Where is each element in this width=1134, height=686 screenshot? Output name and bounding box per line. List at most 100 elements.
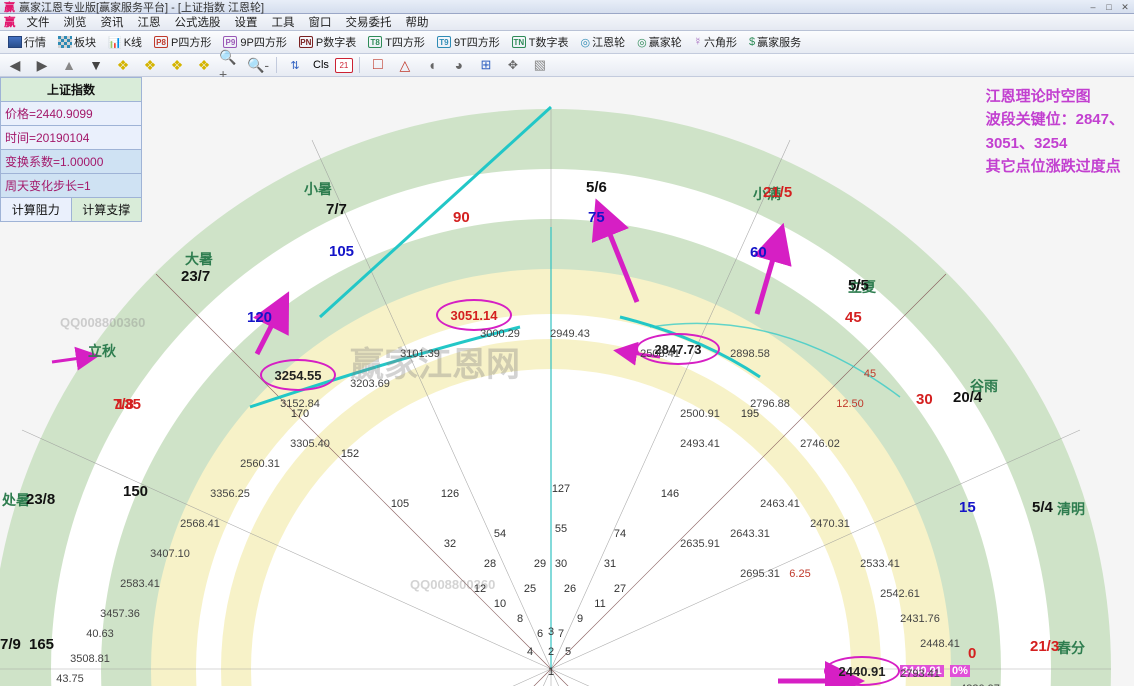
svg-text:2533.41: 2533.41: [860, 558, 900, 570]
toolbar-quotes-button[interactable]: 行情: [3, 33, 51, 51]
diamond-up-button[interactable]: ❖: [165, 56, 189, 75]
toolbar-gann-wheel-button[interactable]: ◎ 江恩轮: [576, 33, 631, 51]
toolbar-winner-service-button[interactable]: $ 赢家服务: [744, 33, 806, 51]
menu-item-1[interactable]: 浏览: [57, 14, 94, 30]
menu-item-0[interactable]: 文件: [20, 14, 57, 30]
svg-text:10: 10: [494, 598, 506, 610]
svg-text:12: 12: [474, 583, 486, 595]
svg-text:12.50: 12.50: [836, 398, 864, 410]
menu-item-5[interactable]: 设置: [228, 14, 265, 30]
svg-text:2: 2: [548, 646, 554, 658]
gann-theory-annotation: 江恩理论时空图 波段关键位：2847、 3051、3254 其它点位涨跌过度点: [986, 85, 1124, 178]
circle-right-tool-button[interactable]: ◕: [447, 56, 471, 75]
diamond-right-button[interactable]: ❖: [138, 56, 162, 75]
cls-button[interactable]: Cls: [310, 59, 332, 71]
svg-text:74: 74: [614, 528, 626, 540]
menu-item-6[interactable]: 工具: [265, 14, 302, 30]
arrow-left-button[interactable]: ◀: [3, 56, 27, 75]
svg-text:2448.41: 2448.41: [920, 638, 960, 650]
menu-item-2[interactable]: 资讯: [94, 14, 131, 30]
minimize-button[interactable]: –: [1086, 2, 1100, 12]
zoom-in-button[interactable]: 🔍+: [219, 56, 243, 75]
svg-text:29: 29: [534, 558, 546, 570]
svg-text:3152.84: 3152.84: [280, 398, 320, 410]
toolbar-hexagon-button[interactable]: ☿ 六角形: [689, 33, 742, 51]
diamond-down-button[interactable]: ❖: [192, 56, 216, 75]
calendar-button[interactable]: 21: [335, 58, 353, 73]
hexagon-icon: ☿: [694, 36, 702, 48]
svg-text:2635.91: 2635.91: [680, 538, 720, 550]
menu-item-8[interactable]: 交易委托: [339, 14, 399, 30]
circle-left-tool-button[interactable]: ◖: [420, 56, 444, 75]
svg-text:26: 26: [564, 583, 576, 595]
chart-content-area: 上证指数 价格=2440.9099 时间=20190104 变换系数=1.000…: [0, 77, 1134, 686]
svg-text:3000.29: 3000.29: [480, 328, 520, 340]
toolbar-blocks-button[interactable]: 板块: [53, 33, 101, 51]
svg-text:28: 28: [484, 558, 496, 570]
svg-text:2542.61: 2542.61: [880, 588, 920, 600]
close-button[interactable]: ✕: [1118, 2, 1132, 13]
svg-text:54: 54: [494, 528, 506, 540]
menu-item-3[interactable]: 江恩: [131, 14, 168, 30]
menu-logo-icon: 赢: [4, 14, 16, 30]
wheel-grid-numbers: 1 2 3 4 5 6 7 8 9 10 11 12 25 26 27 28 2…: [0, 77, 1134, 686]
svg-text:126: 126: [441, 488, 459, 500]
triangle-tool-button[interactable]: △: [393, 56, 417, 75]
arrow-right-button[interactable]: ▶: [30, 56, 54, 75]
svg-text:5: 5: [565, 646, 571, 658]
sort-button[interactable]: ⇅: [283, 56, 307, 75]
svg-text:2431.76: 2431.76: [900, 613, 940, 625]
calc-support-button[interactable]: 计算支撑: [71, 198, 143, 222]
menu-item-9[interactable]: 帮助: [399, 14, 436, 30]
svg-text:3203.69: 3203.69: [350, 378, 390, 390]
svg-text:2560.31: 2560.31: [240, 458, 280, 470]
t8-badge-icon: T8: [368, 36, 382, 48]
svg-text:30: 30: [555, 558, 567, 570]
svg-text:32: 32: [444, 538, 456, 550]
diamond-left-button[interactable]: ❖: [111, 56, 135, 75]
svg-text:1: 1: [548, 666, 554, 678]
svg-text:40.63: 40.63: [86, 628, 114, 640]
svg-text:2568.41: 2568.41: [180, 518, 220, 530]
svg-text:2695.31: 2695.31: [740, 568, 780, 580]
svg-text:31: 31: [604, 558, 616, 570]
window-titlebar: 赢 赢家江恩专业版[赢家服务平台] - [上证指数 江恩轮] – □ ✕: [0, 0, 1134, 14]
coefficient-label: 变换系数=1.00000: [0, 150, 142, 174]
toolbar-t-square-button[interactable]: T8 T四方形: [363, 33, 430, 51]
maximize-button[interactable]: □: [1102, 2, 1116, 12]
toolbar-9t-square-button[interactable]: T9 9T四方形: [432, 33, 505, 51]
arrow-down-button[interactable]: ▼: [84, 56, 108, 75]
arrow-up-button[interactable]: ▲: [57, 56, 81, 75]
toolbar-kline-button[interactable]: 📊 K线: [103, 33, 147, 51]
svg-text:152: 152: [341, 448, 359, 460]
p8-badge-icon: P8: [154, 36, 168, 48]
calc-resistance-button[interactable]: 计算阻力: [0, 198, 71, 222]
toolbar-p-digit-button[interactable]: PN P数字表: [294, 33, 361, 51]
rectangle-tool-button[interactable]: □: [366, 56, 390, 75]
crosshair-tool-button[interactable]: ✥: [501, 56, 525, 75]
menu-item-7[interactable]: 窗口: [302, 14, 339, 30]
svg-text:8: 8: [517, 613, 523, 625]
toolbar-t-digit-button[interactable]: TN T数字表: [507, 33, 574, 51]
svg-text:11: 11: [594, 598, 605, 610]
index-info-panel: 上证指数 价格=2440.9099 时间=20190104 变换系数=1.000…: [0, 77, 142, 222]
select-tool-button[interactable]: ⊞: [474, 56, 498, 75]
toolbar-p-square-button[interactable]: P8 P四方形: [149, 33, 216, 51]
svg-text:2949.43: 2949.43: [550, 328, 590, 340]
window-title: 赢家江恩专业版[赢家服务平台] - [上证指数 江恩轮]: [19, 0, 264, 15]
tn-badge-icon: TN: [512, 36, 526, 48]
svg-text:7: 7: [558, 628, 564, 640]
svg-text:2500.91: 2500.91: [680, 408, 720, 420]
svg-text:45: 45: [864, 368, 876, 380]
svg-text:2796.88: 2796.88: [750, 398, 790, 410]
presentation-tool-button[interactable]: ▧: [528, 56, 552, 75]
svg-text:4: 4: [527, 646, 533, 658]
menu-bar: 赢 文件 浏览 资讯 江恩 公式选股 设置 工具 窗口 交易委托 帮助: [0, 14, 1134, 31]
toolbar-winner-wheel-button[interactable]: ◎ 赢家轮: [632, 33, 687, 51]
svg-text:3508.81: 3508.81: [70, 653, 110, 665]
zoom-out-button[interactable]: 🔍-: [246, 56, 270, 75]
candlestick-icon: 📊: [108, 36, 122, 49]
drawing-toolbar: ◀ ▶ ▲ ▼ ❖ ❖ ❖ ❖ 🔍+ 🔍- ⇅ Cls 21 □ △ ◖ ◕ ⊞…: [0, 54, 1134, 77]
menu-item-4[interactable]: 公式选股: [168, 14, 228, 30]
svg-text:3457.36: 3457.36: [100, 608, 140, 620]
